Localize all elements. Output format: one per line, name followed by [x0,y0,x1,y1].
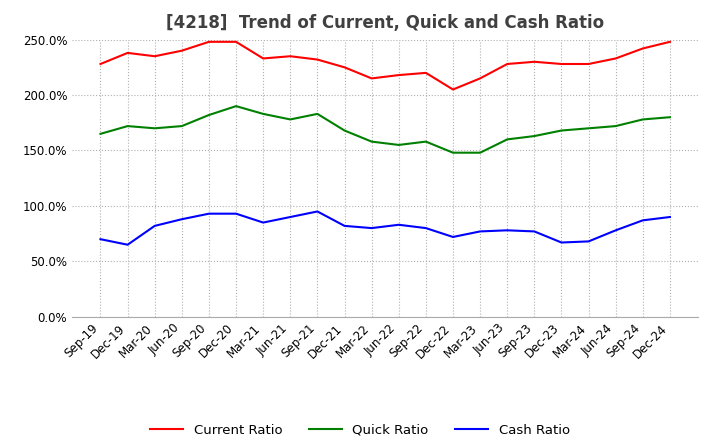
Quick Ratio [341,128,349,133]
Current Ratio [313,57,322,62]
Current Ratio [367,76,376,81]
Current Ratio [421,70,430,76]
Cash Ratio [665,214,674,220]
Title: [4218]  Trend of Current, Quick and Cash Ratio: [4218] Trend of Current, Quick and Cash … [166,15,604,33]
Quick Ratio [449,150,457,155]
Cash Ratio [150,223,159,228]
Quick Ratio [530,133,539,139]
Quick Ratio [639,117,647,122]
Current Ratio [96,61,105,66]
Cash Ratio [367,225,376,231]
Quick Ratio [557,128,566,133]
Cash Ratio [96,237,105,242]
Quick Ratio [503,137,511,142]
Cash Ratio [476,229,485,234]
Current Ratio [232,39,240,44]
Current Ratio [395,73,403,78]
Current Ratio [449,87,457,92]
Legend: Current Ratio, Quick Ratio, Cash Ratio: Current Ratio, Quick Ratio, Cash Ratio [145,418,575,440]
Current Ratio [530,59,539,64]
Current Ratio [123,50,132,55]
Cash Ratio [286,214,294,220]
Quick Ratio [150,126,159,131]
Quick Ratio [313,111,322,117]
Current Ratio [639,46,647,51]
Cash Ratio [313,209,322,214]
Quick Ratio [584,126,593,131]
Current Ratio [665,39,674,44]
Quick Ratio [123,124,132,129]
Cash Ratio [341,223,349,228]
Cash Ratio [123,242,132,247]
Current Ratio [476,76,485,81]
Cash Ratio [421,225,430,231]
Quick Ratio [96,131,105,136]
Quick Ratio [611,124,620,129]
Current Ratio [204,39,213,44]
Cash Ratio [557,240,566,245]
Quick Ratio [232,103,240,109]
Cash Ratio [449,235,457,240]
Current Ratio [584,61,593,66]
Quick Ratio [395,142,403,147]
Line: Cash Ratio: Cash Ratio [101,212,670,245]
Quick Ratio [421,139,430,144]
Quick Ratio [367,139,376,144]
Current Ratio [557,61,566,66]
Cash Ratio [178,216,186,222]
Cash Ratio [611,227,620,233]
Line: Current Ratio: Current Ratio [101,42,670,89]
Cash Ratio [259,220,268,225]
Current Ratio [178,48,186,53]
Cash Ratio [395,222,403,227]
Quick Ratio [204,112,213,117]
Quick Ratio [665,114,674,120]
Cash Ratio [584,239,593,244]
Cash Ratio [232,211,240,216]
Current Ratio [341,65,349,70]
Line: Quick Ratio: Quick Ratio [101,106,670,153]
Quick Ratio [286,117,294,122]
Cash Ratio [204,211,213,216]
Quick Ratio [178,124,186,129]
Current Ratio [286,54,294,59]
Cash Ratio [530,229,539,234]
Cash Ratio [639,218,647,223]
Current Ratio [259,56,268,61]
Current Ratio [150,54,159,59]
Current Ratio [503,61,511,66]
Quick Ratio [259,111,268,117]
Current Ratio [611,56,620,61]
Cash Ratio [503,227,511,233]
Quick Ratio [476,150,485,155]
